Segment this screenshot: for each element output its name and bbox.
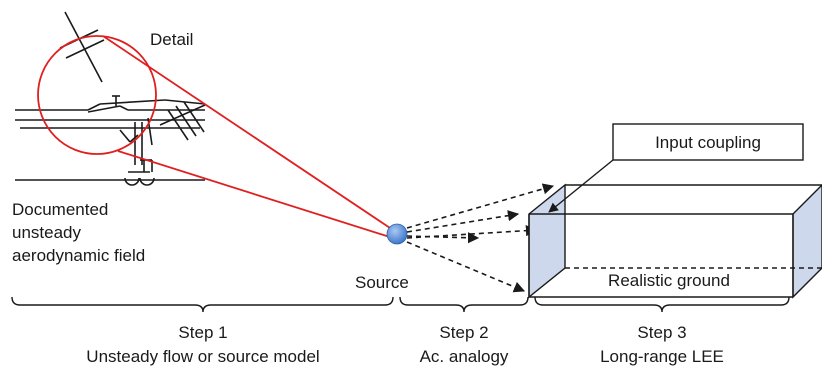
step2-title: Step 2 <box>439 323 488 342</box>
lee-domain-box <box>528 183 822 299</box>
step1-title: Step 1 <box>178 323 227 342</box>
input-coupling-label: Input coupling <box>655 133 761 152</box>
input-coupling-pointer <box>548 159 614 213</box>
brace-step2 <box>399 296 529 313</box>
input-coupling-box <box>612 123 804 161</box>
box-left-face <box>528 183 566 299</box>
step-braces <box>11 296 790 313</box>
step3-subtitle: Long-range LEE <box>600 347 724 366</box>
arrow-2 <box>406 210 520 233</box>
detail-magnifier <box>37 35 394 239</box>
zoom-line-top <box>102 35 394 231</box>
documented-label-line1: Documented <box>12 200 108 219</box>
propagation-arrows <box>406 183 555 293</box>
step3-title: Step 3 <box>637 323 686 342</box>
documented-label-line3: aerodynamic field <box>12 246 145 265</box>
zoom-line-bottom <box>117 150 394 239</box>
detail-circle <box>37 35 157 155</box>
brace-step1 <box>11 296 394 313</box>
source-label: Source <box>355 273 409 292</box>
arrow-4 <box>406 225 538 239</box>
box-right-face <box>792 184 822 299</box>
source-sphere <box>386 223 408 245</box>
step1-subtitle: Unsteady flow or source model <box>86 347 319 366</box>
step2-subtitle: Ac. analogy <box>420 347 509 366</box>
documented-label-line2: unsteady <box>12 223 81 242</box>
arrow-3 <box>406 232 480 244</box>
arrow-1 <box>406 183 555 229</box>
detail-label: Detail <box>150 30 193 49</box>
brace-step3 <box>534 296 790 313</box>
realistic-ground-label: Realistic ground <box>608 271 730 290</box>
arrow-5 <box>406 241 526 293</box>
